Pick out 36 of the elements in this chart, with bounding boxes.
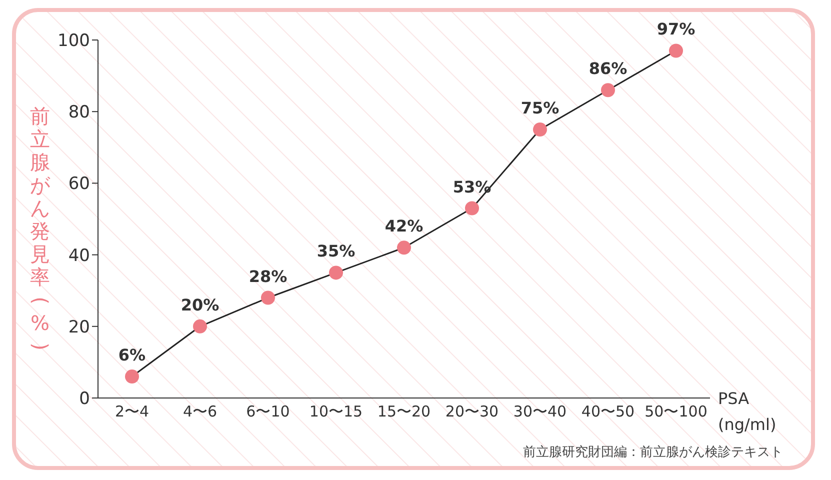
x-tick-label: 2〜4 — [114, 402, 150, 421]
x-tick-label: 20〜30 — [445, 402, 499, 421]
point — [669, 44, 683, 58]
x-tick-label: 15〜20 — [377, 402, 431, 421]
point — [329, 266, 343, 280]
point — [533, 122, 547, 136]
x-tick-label: 10〜15 — [309, 402, 363, 421]
x-tick-label: 40〜50 — [581, 402, 635, 421]
x-tick-label: 6〜10 — [246, 402, 290, 421]
data-label: 75% — [520, 98, 560, 118]
data-label: 35% — [316, 242, 356, 261]
y-tick-label: 60 — [68, 174, 90, 194]
data-label: 20% — [180, 295, 220, 314]
y-tick-label: 80 — [68, 102, 90, 123]
x-tick-label: 50〜100 — [644, 402, 708, 421]
y-tick-label: 40 — [68, 246, 90, 266]
y-tick-label: 20 — [68, 317, 90, 338]
x-axis-title: PSA (ng/ml) — [718, 388, 776, 436]
point — [397, 240, 411, 255]
data-label: 97% — [656, 20, 696, 39]
y-tick-label: 0 — [79, 389, 90, 410]
y-tick-label: 100 — [58, 31, 90, 52]
data-label: 86% — [588, 59, 628, 78]
point — [261, 290, 275, 305]
data-label: 6% — [118, 346, 146, 365]
data-label: 53% — [452, 177, 492, 196]
point — [193, 319, 207, 334]
data-label: 42% — [384, 216, 424, 236]
point — [465, 201, 479, 216]
point — [125, 370, 139, 384]
point — [601, 83, 615, 98]
data-label: 28% — [248, 266, 288, 286]
text: 前立腺がん発見率(%) — [28, 104, 52, 350]
x-tick-label: 30〜40 — [513, 402, 567, 421]
text: 前立腺研究財団編：前立腺がん検診テキスト — [523, 444, 783, 461]
x-tick-label: 4〜6 — [182, 402, 218, 421]
